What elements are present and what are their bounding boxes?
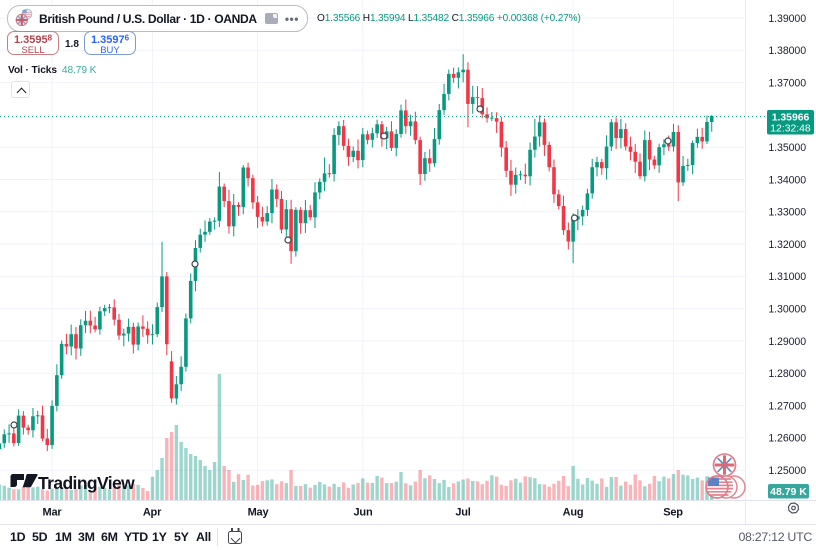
svg-text:1.26000: 1.26000 [768, 433, 806, 445]
svg-text:1.33000: 1.33000 [768, 207, 806, 219]
svg-text:Apr: Apr [143, 507, 162, 519]
svg-text:Jul: Jul [455, 507, 470, 519]
svg-text:1.31000: 1.31000 [768, 271, 806, 283]
svg-text:1.38000: 1.38000 [768, 45, 806, 57]
svg-text:May: May [248, 507, 270, 519]
svg-text:1.25000: 1.25000 [768, 465, 806, 477]
svg-text:1.28000: 1.28000 [768, 368, 806, 380]
svg-text:Mar: Mar [43, 507, 63, 519]
svg-text:12:32:48: 12:32:48 [770, 123, 811, 134]
svg-text:48.79 K: 48.79 K [770, 486, 807, 498]
svg-text:Jun: Jun [354, 507, 373, 519]
svg-text:Aug: Aug [563, 507, 584, 519]
svg-text:1.35000: 1.35000 [768, 142, 806, 154]
svg-text:TradingView: TradingView [38, 473, 135, 493]
svg-text:1.29000: 1.29000 [768, 336, 806, 348]
svg-text:1.32000: 1.32000 [768, 239, 806, 251]
svg-text:1.30000: 1.30000 [768, 304, 806, 316]
svg-text:1.34000: 1.34000 [768, 174, 806, 186]
svg-text:1.35966: 1.35966 [772, 112, 810, 123]
svg-text:1.37000: 1.37000 [768, 77, 806, 89]
svg-text:1.27000: 1.27000 [768, 400, 806, 412]
svg-text:1.39000: 1.39000 [768, 13, 806, 25]
svg-text:Sep: Sep [663, 507, 683, 519]
